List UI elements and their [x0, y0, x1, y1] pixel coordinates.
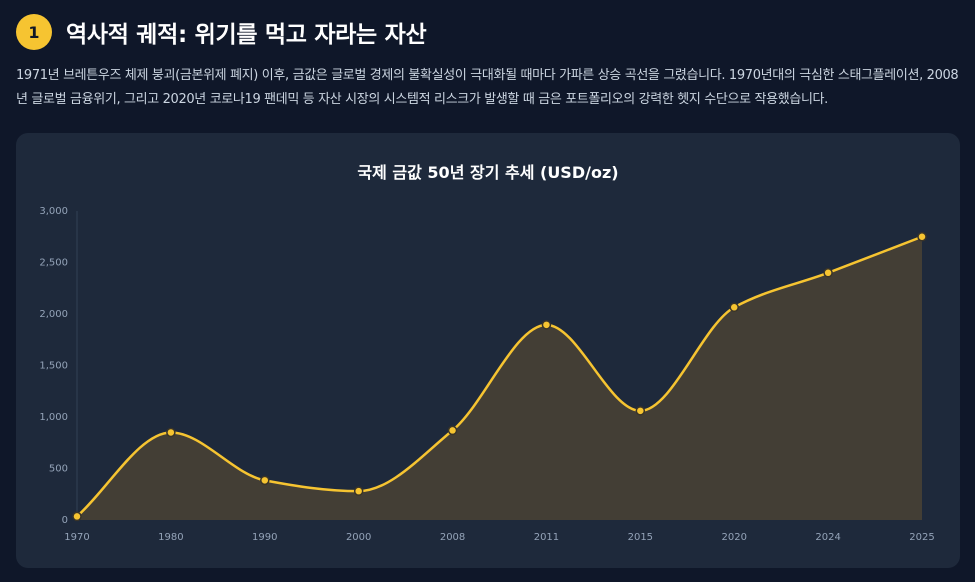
section-title: 역사적 궤적: 위기를 먹고 자라는 자산 [66, 22, 427, 48]
x-tick-label: 2000 [346, 532, 371, 543]
data-point-1970 [72, 511, 82, 522]
x-tick-label: 2011 [534, 532, 559, 543]
data-point-2025 [917, 232, 927, 242]
x-tick-label: 1980 [158, 532, 183, 543]
x-tick-label: 2008 [440, 532, 465, 543]
x-tick-label: 2024 [815, 532, 840, 543]
chart-card: 국제 금값 50년 장기 추세 (USD/oz) 0 500 1,000 1,500 2… [16, 133, 960, 568]
x-tick-label: 2020 [721, 532, 746, 543]
y-tick-label: 500 [49, 464, 68, 475]
x-tick-label: 1970 [64, 532, 89, 543]
data-point-2020 [729, 302, 739, 313]
data-point-2008 [447, 425, 458, 436]
section-description: 1971년 브레튼우즈 체제 붕괴(금본위제 폐지) 이후, 금값은 글로벌 경… [16, 68, 959, 107]
data-point-2015 [635, 406, 646, 416]
y-tick-label: 2,000 [39, 309, 68, 320]
data-point-1980 [166, 427, 176, 438]
y-tick-label: 3,000 [39, 206, 68, 217]
series-line [76, 235, 923, 518]
y-tick-label: 0 [62, 515, 68, 526]
section-header: 1 역사적 궤적: 위기를 먹고 자라는 자산 [16, 14, 427, 50]
section-number-badge: 1 [16, 14, 52, 50]
chart-title: 국제 금값 50년 장기 추세 (USD/oz) [357, 163, 619, 182]
data-point-2000 [353, 486, 364, 496]
y-tick-label: 2,500 [39, 258, 68, 269]
x-tick-label: 2025 [909, 532, 934, 543]
data-point-1990 [260, 475, 270, 486]
x-tick-label: 1990 [252, 532, 277, 543]
y-tick-label: 1,000 [39, 412, 68, 423]
gold-price-chart: 0 500 1,000 1,500 2,000 2,500 3,000 1970 1980 199… [39, 206, 934, 543]
data-point-2024 [823, 268, 833, 278]
data-point-2011 [541, 320, 552, 330]
x-tick-label: 2015 [628, 532, 653, 543]
y-tick-label: 1,500 [39, 361, 68, 372]
series-area [77, 236, 922, 520]
